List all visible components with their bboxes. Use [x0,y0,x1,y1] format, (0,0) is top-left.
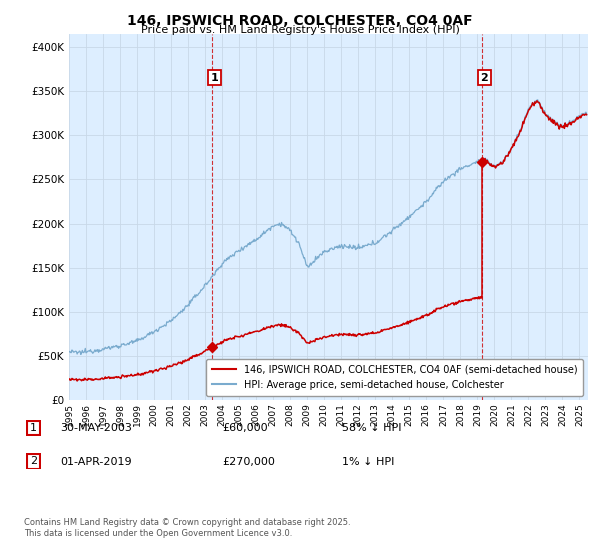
Text: 2: 2 [481,73,488,83]
Text: 58% ↓ HPI: 58% ↓ HPI [342,423,401,433]
Text: Price paid vs. HM Land Registry's House Price Index (HPI): Price paid vs. HM Land Registry's House … [140,25,460,35]
Text: £60,000: £60,000 [222,423,268,433]
Text: Contains HM Land Registry data © Crown copyright and database right 2025.
This d: Contains HM Land Registry data © Crown c… [24,518,350,538]
FancyBboxPatch shape [27,454,40,469]
FancyBboxPatch shape [27,421,40,435]
Text: 01-APR-2019: 01-APR-2019 [60,457,131,467]
Text: 146, IPSWICH ROAD, COLCHESTER, CO4 0AF: 146, IPSWICH ROAD, COLCHESTER, CO4 0AF [127,14,473,28]
Legend: 146, IPSWICH ROAD, COLCHESTER, CO4 0AF (semi-detached house), HPI: Average price: 146, IPSWICH ROAD, COLCHESTER, CO4 0AF (… [206,359,583,395]
Text: 30-MAY-2003: 30-MAY-2003 [60,423,132,433]
Text: 1: 1 [30,423,37,433]
Text: £270,000: £270,000 [222,457,275,467]
Text: 1% ↓ HPI: 1% ↓ HPI [342,457,394,467]
Text: 2: 2 [30,456,37,466]
Text: 1: 1 [211,73,219,83]
